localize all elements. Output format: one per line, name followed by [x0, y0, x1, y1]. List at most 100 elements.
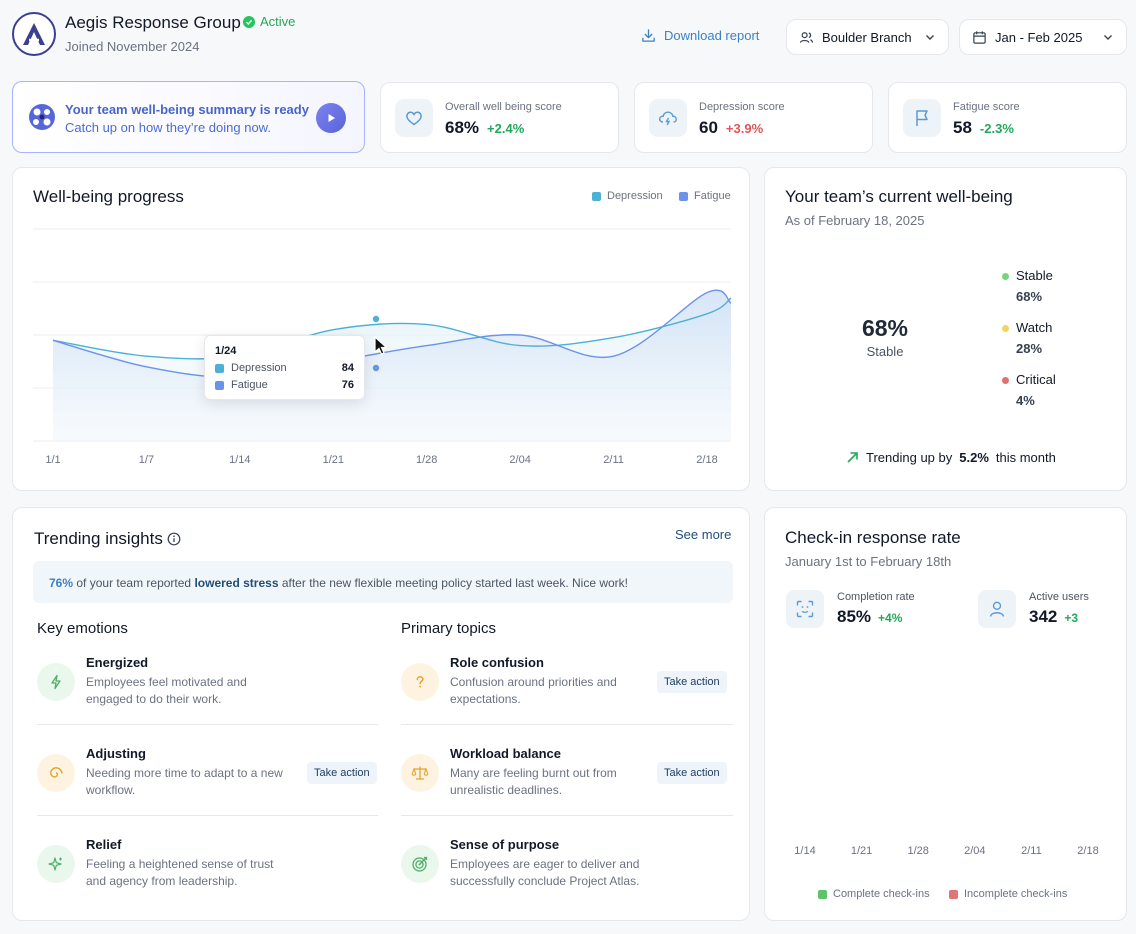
- take-action-button[interactable]: Take action: [307, 762, 377, 784]
- emotion-title: Energized: [86, 655, 149, 670]
- emotion-title: Adjusting: [86, 746, 146, 761]
- storm-cloud-icon: [649, 99, 687, 137]
- take-action-button[interactable]: Take action: [657, 762, 727, 784]
- legend-incomplete: Incomplete check-ins: [949, 888, 1067, 900]
- play-button[interactable]: [316, 103, 346, 133]
- branch-select[interactable]: Boulder Branch: [786, 19, 949, 55]
- current-wellbeing-subtitle: As of February 18, 2025: [785, 213, 925, 228]
- stat-value: 60: [699, 118, 718, 137]
- date-range-value: Jan - Feb 2025: [995, 29, 1083, 45]
- users-icon: [799, 31, 814, 43]
- topic-title: Workload balance: [450, 746, 562, 761]
- stat-change: +2.4%: [487, 121, 525, 136]
- date-range-select[interactable]: Jan - Feb 2025: [959, 19, 1127, 55]
- divider: [37, 815, 378, 816]
- arrow-up-right-icon: [847, 452, 858, 463]
- stat-overall: Overall well being score 68% +2.4%: [380, 82, 619, 153]
- user-icon: [978, 590, 1016, 628]
- mouse-cursor-icon: [374, 336, 389, 355]
- summary-title: Your team well-being summary is ready: [65, 102, 309, 117]
- checkin-title: Check-in response rate: [785, 528, 961, 547]
- summary-card[interactable]: Your team well-being summary is ready Ca…: [12, 81, 365, 153]
- stat-label: Overall well being score: [445, 101, 562, 113]
- key-emotions-title: Key emotions: [37, 620, 128, 637]
- checkin-rate-card: [764, 507, 1127, 921]
- x-tick-label: 2/04: [509, 454, 531, 466]
- logo-a-icon: [23, 23, 45, 45]
- checkin-subtitle: January 1st to February 18th: [785, 554, 952, 569]
- x-tick-label: 1/14: [229, 454, 251, 466]
- topic-title: Sense of purpose: [450, 837, 560, 852]
- topic-desc: Employees are eager to deliver and succe…: [450, 857, 640, 888]
- see-more-link[interactable]: See more: [675, 527, 732, 542]
- status-badge: Active: [243, 14, 295, 29]
- series-area-fatigue: [53, 290, 731, 441]
- x-tick-label: 1/28: [907, 845, 929, 857]
- x-tick-label: 1/21: [322, 454, 344, 466]
- ai-summary-icon: [27, 102, 57, 137]
- joined-date: Joined November 2024: [65, 39, 200, 54]
- scale-icon: [401, 754, 439, 792]
- series-line-fatigue: [52, 289, 732, 379]
- x-tick-label: 1/1: [45, 454, 61, 466]
- flag-icon: [903, 99, 941, 137]
- x-tick-label: 2/11: [1021, 845, 1042, 857]
- donut-center-label: Stable: [866, 344, 904, 359]
- emotion-desc: Feeling a heightened sense of trust and …: [86, 857, 274, 888]
- hover-point-fatigue: [372, 364, 380, 372]
- lightning-icon: [37, 663, 75, 701]
- x-tick-label: 1/28: [415, 454, 438, 466]
- spiral-icon: [37, 754, 75, 792]
- x-tick-label: 2/18: [696, 454, 718, 466]
- active-users-label: Active users: [1029, 591, 1089, 603]
- current-wellbeing-card: [764, 167, 1127, 491]
- trend-line: Trending up by 5.2% this month: [846, 450, 1056, 465]
- org-logo: [12, 12, 56, 56]
- stat-label: Depression score: [699, 101, 785, 113]
- stat-change: -2.3%: [979, 121, 1014, 136]
- status-label: Active: [260, 14, 296, 29]
- hover-point-depression: [372, 315, 380, 323]
- progress-title: Well-being progress: [33, 187, 184, 206]
- chart-tooltip: 1/24 Depression 84 Fatigue 76: [204, 335, 365, 400]
- stat-value: 58: [953, 118, 972, 137]
- x-tick-label: 2/18: [1077, 845, 1099, 857]
- stat-change: +3.9%: [725, 121, 764, 136]
- x-tick-label: 2/04: [964, 845, 986, 857]
- active-users-value: 342: [1029, 607, 1058, 626]
- completion-value: 85%: [837, 607, 872, 626]
- tooltip-date: 1/24: [215, 345, 237, 357]
- tooltip-row-depression: Depression 84: [215, 362, 354, 374]
- progress-chart-plot: [33, 228, 732, 442]
- org-name: Aegis Response Group: [65, 13, 241, 32]
- emotion-title: Relief: [86, 837, 122, 852]
- download-label: Download report: [664, 28, 760, 43]
- heart-icon: [395, 99, 433, 137]
- x-tick-label: 1/21: [850, 845, 873, 857]
- emotion-desc: Employees feel motivated and engaged to …: [86, 675, 247, 706]
- stat-depression: Depression score 60 +3.9%: [634, 82, 873, 153]
- stat-value: 68%: [445, 118, 480, 137]
- chevron-down-icon: [926, 35, 934, 40]
- question-icon: [401, 663, 439, 701]
- download-report-link[interactable]: Download report: [641, 28, 759, 43]
- stat-label: Fatigue score: [953, 101, 1020, 113]
- primary-topics-title: Primary topics: [401, 620, 497, 637]
- emotion-desc: Needing more time to adapt to a new work…: [86, 766, 283, 797]
- face-scan-icon: [786, 590, 824, 628]
- divider: [401, 724, 733, 725]
- x-tick-label: 1/14: [794, 845, 816, 857]
- topic-desc: Confusion around priorities and expectat…: [450, 675, 617, 706]
- info-icon[interactable]: [167, 532, 181, 546]
- play-icon: [328, 114, 335, 122]
- target-icon: [401, 845, 439, 883]
- x-tick-label: 2/11: [603, 454, 624, 466]
- calendar-icon: [973, 30, 986, 44]
- check-icon: [243, 15, 255, 28]
- tooltip-row-fatigue: Fatigue 76: [215, 379, 354, 391]
- download-icon: [642, 29, 655, 42]
- take-action-button[interactable]: Take action: [657, 671, 727, 693]
- active-users-change: +3: [1064, 611, 1079, 625]
- topic-title: Role confusion: [450, 655, 544, 670]
- divider: [37, 724, 378, 725]
